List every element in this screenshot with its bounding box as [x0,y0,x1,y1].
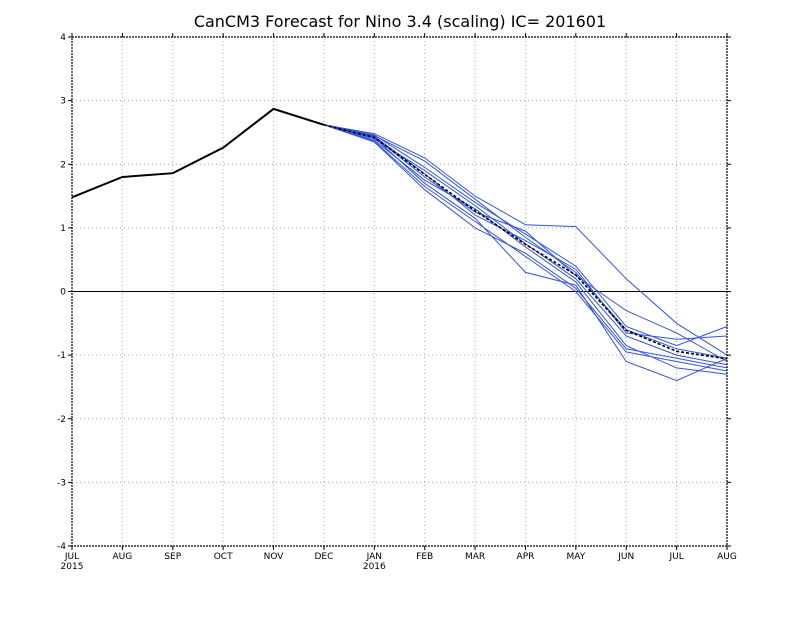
x-tick-label: MAY [566,552,585,562]
x-tick-label: JUL [64,552,79,562]
observed-line-layer [71,107,325,199]
ensemble-member-line [323,124,728,369]
x-tick-label: AUG [113,552,133,562]
ensemble-mean-line [323,124,728,360]
y-tick-label: 4 [60,33,66,43]
y-tick-label: -3 [57,478,66,488]
x-tick-label: JUL [668,552,683,562]
x-tick-label: FEB [416,552,433,562]
y-tick-label: 2 [60,160,66,170]
y-tick-label: 1 [60,224,66,234]
x-tick-label: MAR [465,552,485,562]
x-tick-label: DEC [314,552,333,562]
x-tick-label: NOV [264,552,285,562]
ensemble-member-line [323,124,728,359]
grid-layer [72,37,727,546]
x-tick-label: APR [517,552,535,562]
y-tick-label: 0 [60,288,66,298]
x-year-label: 2015 [61,562,84,572]
x-tick-label: AUG [717,552,737,562]
x-tick-label: OCT [214,552,233,562]
ensemble-lines-layer [323,124,728,382]
x-tick-label: JAN [366,552,382,562]
ensemble-mean-layer [323,124,728,360]
ensemble-member-line [323,124,728,382]
ensemble-member-line [323,124,728,356]
ensemble-member-line [323,124,728,362]
x-tick-label: JUN [617,552,634,562]
x-year-label: 2016 [363,562,386,572]
ensemble-member-line [323,124,728,375]
x-tick-label: SEP [164,552,181,562]
ensemble-member-line [323,124,728,340]
y-tick-label: -1 [57,351,66,361]
tick-layer: -4 -3 -2 -1 0 1 2 3 4 JUL AUG SEP OCT NOV DEC JAN FEB MAR… [57,33,737,572]
y-tick-label: 3 [60,97,66,107]
y-tick-label: -4 [57,542,66,552]
y-tick-label: -2 [57,415,66,425]
observed-line [71,107,325,199]
ensemble-member-line [323,124,728,347]
ensemble-member-line [323,124,728,372]
chart-title: CanCM3 Forecast for Nino 3.4 (scaling) I… [194,12,606,31]
